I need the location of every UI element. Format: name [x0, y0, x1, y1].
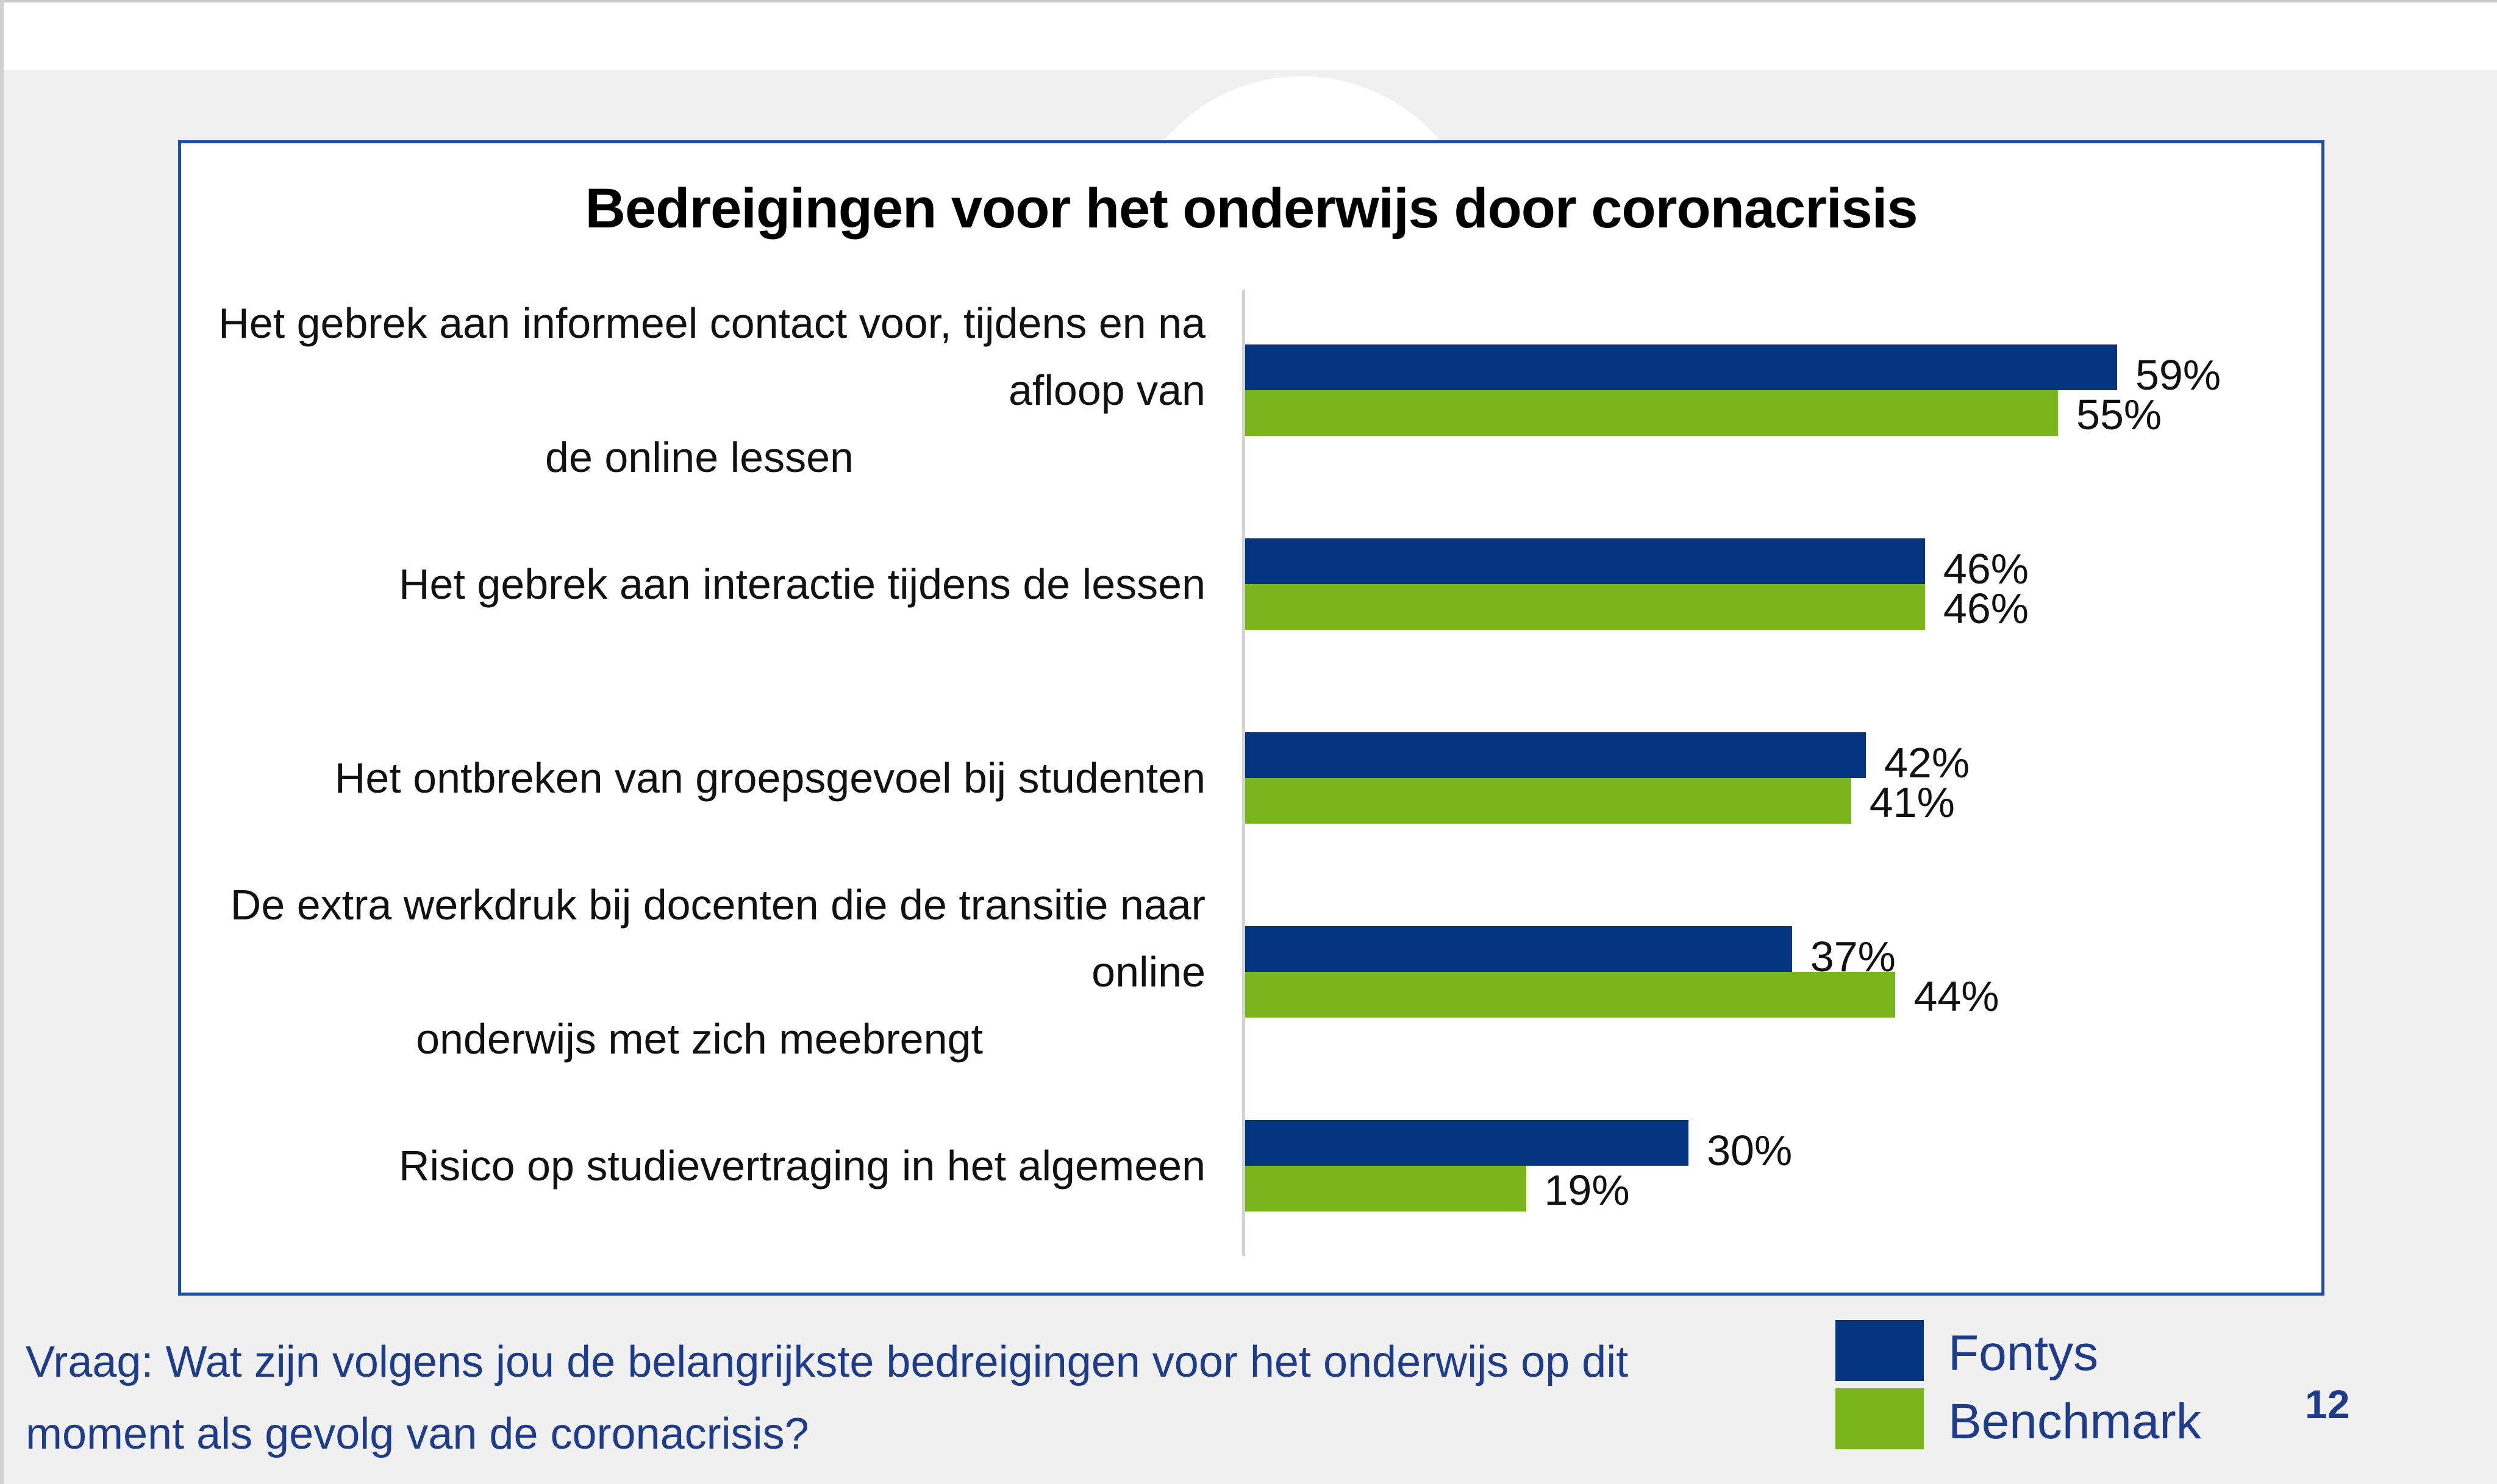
category-label: Risico op studievertraging in het algeme… — [193, 1132, 1206, 1199]
bar-benchmark — [1245, 778, 1851, 824]
chart-title: Bedreigingen voor het onderwijs door cor… — [585, 177, 1918, 240]
bar-benchmark — [1245, 584, 1925, 630]
bar-fontys — [1245, 732, 1866, 778]
data-label-benchmark: 46% — [1943, 585, 2029, 632]
bar-fontys — [1245, 538, 1925, 584]
bar-fontys — [1245, 926, 1792, 972]
category-label: Het ontbreken van groepsgevoel bij stude… — [193, 744, 1206, 812]
category-label-line: de online lessen — [545, 433, 854, 481]
bar-benchmark — [1245, 972, 1896, 1018]
question-text: Vraag: Wat zijn volgens jou de belangrij… — [26, 1338, 1629, 1458]
data-label-fontys: 30% — [1707, 1127, 1793, 1174]
category-label-line: Risico op studievertraging in het algeme… — [399, 1142, 1206, 1190]
legend-label-benchmark: Benchmark — [1948, 1394, 2201, 1449]
category-label-line: onderwijs met zich meebrengt — [416, 1015, 983, 1063]
data-label-fontys: 42% — [1884, 739, 1970, 787]
top-band — [0, 0, 2497, 70]
category-label-line: De extra werkdruk bij docenten die de tr… — [230, 881, 1206, 996]
data-label-benchmark: 41% — [1869, 779, 1955, 826]
bar-fontys — [1245, 1120, 1689, 1166]
bar-fontys — [1245, 344, 2117, 390]
chart-frame: Bedreigingen voor het onderwijs door cor… — [178, 140, 2324, 1296]
data-label-benchmark: 19% — [1544, 1166, 1630, 1214]
category-label-line: Het gebrek aan interactie tijdens de les… — [398, 560, 1206, 608]
page-number: 12 — [2305, 1382, 2350, 1427]
legend-swatch-benchmark — [1835, 1388, 1924, 1449]
data-label-benchmark: 44% — [1913, 972, 1999, 1020]
data-label-fontys: 46% — [1943, 545, 2029, 593]
category-label: Het gebrek aan informeel contact voor, t… — [193, 290, 1206, 491]
legend-swatch-fontys — [1835, 1320, 1924, 1381]
category-axis-line — [1242, 290, 1245, 1256]
data-label-benchmark: 55% — [2076, 391, 2162, 438]
data-label-fontys: 59% — [2135, 351, 2221, 399]
left-edge — [0, 0, 4, 1484]
category-label: De extra werkdruk bij docenten die de tr… — [193, 871, 1206, 1072]
category-label-line: Het gebrek aan informeel contact voor, t… — [218, 299, 1206, 414]
bar-benchmark — [1245, 1166, 1526, 1211]
legend-label-fontys: Fontys — [1948, 1325, 2099, 1381]
bar-benchmark — [1245, 390, 2059, 436]
category-label-line: Het ontbreken van groepsgevoel bij stude… — [334, 754, 1206, 802]
category-label: Het gebrek aan interactie tijdens de les… — [193, 551, 1206, 618]
